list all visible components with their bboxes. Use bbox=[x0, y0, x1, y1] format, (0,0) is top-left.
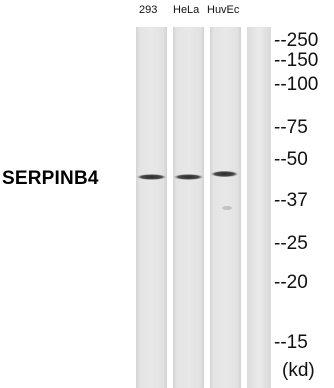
marker-20: --20 bbox=[274, 272, 308, 293]
marker-150: --150 bbox=[274, 50, 319, 71]
lane-marker bbox=[247, 27, 271, 388]
lane-label-huvec: HuvEc bbox=[207, 4, 240, 16]
marker-75: --75 bbox=[274, 117, 308, 138]
marker-250: --250 bbox=[274, 30, 319, 51]
faint-spot-huvec bbox=[222, 206, 232, 210]
marker-50: --50 bbox=[274, 149, 308, 170]
unit-label: (kd) bbox=[282, 360, 315, 381]
lane-293 bbox=[136, 27, 167, 388]
band-293 bbox=[136, 174, 167, 180]
lane-label-293: 293 bbox=[139, 4, 158, 16]
marker-15: --15 bbox=[274, 332, 308, 353]
lane-hela bbox=[173, 27, 204, 388]
band-huvec bbox=[210, 170, 239, 178]
marker-100: --100 bbox=[274, 74, 319, 95]
protein-label: SERPINB4 bbox=[2, 168, 99, 189]
marker-25: --25 bbox=[274, 233, 308, 254]
marker-37: --37 bbox=[274, 190, 308, 211]
lane-label-hela: HeLa bbox=[173, 4, 200, 16]
band-hela bbox=[173, 174, 204, 180]
